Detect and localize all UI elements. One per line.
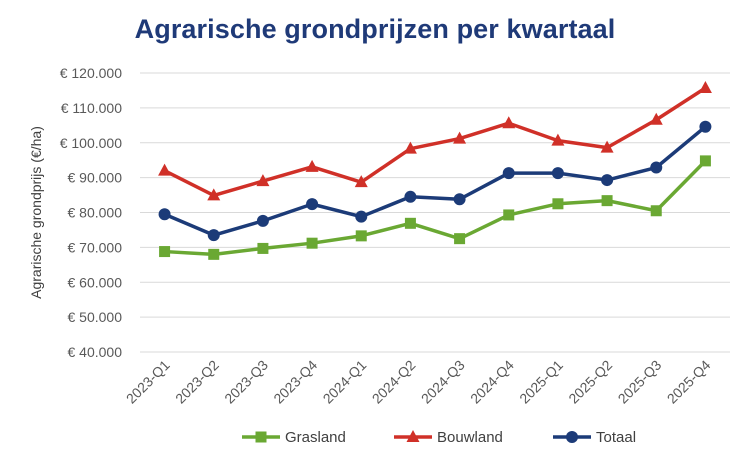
series-line-bouwland: [163, 86, 707, 198]
data-point: [502, 116, 516, 129]
data-point: [601, 174, 614, 187]
data-point: [698, 80, 712, 93]
x-tick-label: 2023-Q4: [270, 357, 320, 407]
data-point: [600, 140, 614, 153]
x-tick-label: 2025-Q4: [664, 357, 714, 407]
data-point: [503, 209, 515, 221]
data-point: [601, 195, 613, 207]
series-line-totaal: [163, 125, 707, 237]
x-tick-label: 2024-Q1: [320, 357, 370, 407]
data-point: [404, 217, 416, 229]
data-point: [306, 237, 318, 249]
data-point: [404, 190, 417, 203]
y-tick-label: € 60.000: [68, 274, 123, 290]
y-tick-label: € 120.000: [60, 65, 122, 81]
data-point: [650, 161, 663, 174]
data-point: [354, 175, 368, 188]
data-point: [159, 246, 171, 258]
data-point: [158, 208, 171, 221]
data-point: [453, 193, 466, 206]
data-point: [158, 163, 172, 176]
x-tick-label: 2023-Q1: [123, 357, 173, 407]
data-point: [454, 233, 466, 245]
data-point: [650, 205, 662, 217]
data-point: [208, 248, 220, 260]
data-point: [453, 131, 467, 144]
y-tick-label: € 90.000: [68, 170, 123, 186]
legend-marker: [406, 430, 420, 442]
x-tick-label: 2024-Q2: [369, 357, 419, 407]
data-point: [699, 155, 711, 167]
data-point: [551, 167, 564, 180]
chart-title: Agrarische grondprijzen per kwartaal: [134, 14, 616, 44]
x-tick-label: 2024-Q3: [418, 357, 468, 407]
data-point: [403, 141, 417, 154]
legend-marker: [255, 431, 267, 443]
y-tick-label: € 50.000: [68, 309, 123, 325]
data-point: [256, 174, 270, 187]
x-tick-label: 2023-Q3: [221, 357, 271, 407]
data-point: [207, 229, 220, 242]
y-tick-label: € 70.000: [68, 239, 123, 255]
y-axis-label: Agrarische grondprijs (€/ha): [28, 126, 44, 299]
series-line-grasland: [164, 159, 707, 257]
data-point: [207, 188, 221, 201]
legend-label: Grasland: [285, 429, 346, 446]
y-tick-label: € 100.000: [60, 135, 122, 151]
data-point: [355, 230, 367, 242]
data-point: [551, 133, 565, 146]
data-point: [502, 167, 515, 180]
legend-label: Bouwland: [437, 429, 503, 446]
data-point: [649, 112, 663, 125]
x-tick-label: 2023-Q2: [172, 357, 222, 407]
legend-marker: [566, 431, 578, 443]
data-point: [257, 242, 269, 254]
y-tick-label: € 110.000: [61, 100, 122, 116]
x-tick-label: 2025-Q3: [615, 357, 665, 407]
data-point: [699, 120, 712, 133]
x-tick-label: 2024-Q4: [467, 357, 517, 407]
data-point: [306, 198, 319, 211]
data-point: [355, 210, 368, 223]
x-tick-label: 2025-Q2: [565, 357, 615, 407]
y-tick-label: € 40.000: [68, 344, 123, 360]
data-point: [305, 159, 319, 172]
data-point: [552, 198, 564, 210]
data-point: [256, 214, 269, 227]
y-tick-label: € 80.000: [68, 205, 123, 221]
legend-label: Totaal: [596, 429, 636, 446]
x-tick-label: 2025-Q1: [516, 357, 566, 407]
